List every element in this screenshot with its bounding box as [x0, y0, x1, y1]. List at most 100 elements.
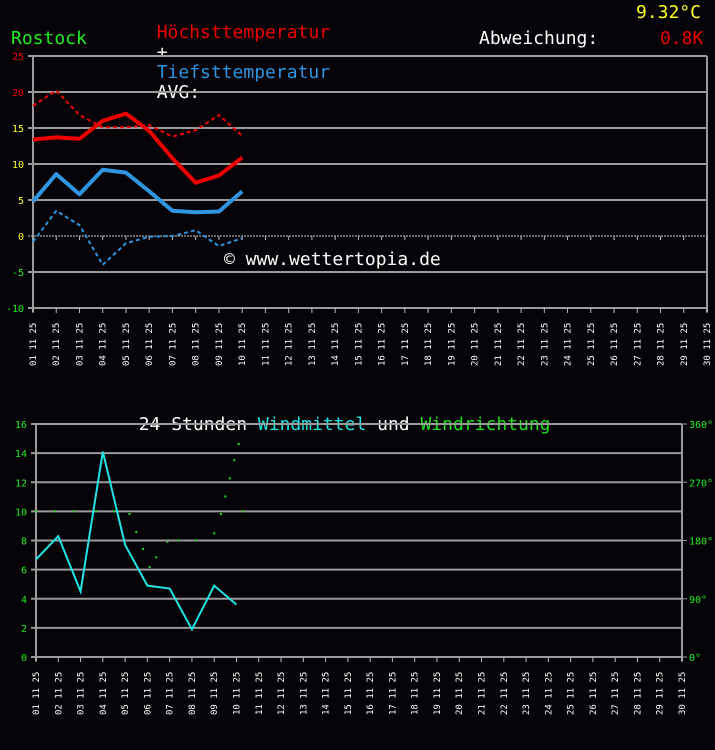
y-tick-label: 10	[15, 507, 27, 518]
x-tick-label: 22 11 25	[517, 323, 527, 366]
x-tick-label: 28 11 25	[657, 323, 667, 366]
y-tick-label: -10	[6, 304, 24, 315]
x-tick-label: 24 11 25	[544, 672, 554, 715]
y-tick-label: 20	[12, 88, 24, 99]
x-tick-label: 25 11 25	[567, 672, 577, 715]
y-tick-label: 6	[21, 566, 27, 577]
right-tick-label: 360°	[689, 420, 713, 431]
y-tick-label: 4	[21, 595, 27, 606]
x-tick-label: 16 11 25	[378, 323, 388, 366]
wind-speed-line	[35, 451, 238, 632]
x-tick-label: 18 11 25	[424, 323, 434, 366]
x-tick-label: 14 11 25	[322, 672, 332, 715]
x-tick-label: 13 11 25	[299, 672, 309, 715]
y-tick-label: 12	[15, 478, 27, 489]
x-tick-label: 15 11 25	[354, 323, 364, 366]
wind-direction-dot	[155, 556, 158, 559]
x-tick-label: 05 11 25	[121, 672, 131, 715]
x-tick-label: 06 11 25	[145, 323, 155, 366]
x-tick-label: 12 11 25	[277, 672, 287, 715]
x-tick-label: 02 11 25	[54, 672, 64, 715]
x-tick-label: 02 11 25	[52, 323, 62, 366]
x-tick-label: 11 11 25	[261, 323, 271, 366]
temperature-chart: 25 20 15 10 5 0 -5 -10 01 11 25 02 11 25 03 11 25 0…	[6, 52, 713, 366]
x-tick-label: 17 11 25	[388, 672, 398, 715]
avg-value: 9.32°C	[636, 2, 702, 23]
x-tick-label: 10 11 25	[232, 672, 242, 715]
wind-direction-dot	[135, 531, 138, 534]
wind-direction-dot	[242, 510, 245, 513]
x-tick-label: 14 11 25	[331, 323, 341, 366]
right-tick-label: 270°	[689, 478, 713, 489]
x-tick-label: 23 11 25	[540, 323, 550, 366]
wind-direction-dot	[148, 566, 151, 569]
x-tick-label: 09 11 25	[210, 672, 220, 715]
x-tick-label: 01 11 25	[32, 672, 42, 715]
x-tick-label: 19 11 25	[433, 672, 443, 715]
x-tick-label: 03 11 25	[75, 323, 85, 366]
x-tick-label: 25 11 25	[587, 323, 597, 366]
x-tick-label: 04 11 25	[99, 672, 109, 715]
series-line	[32, 111, 244, 185]
y-tick-label: 14	[15, 449, 27, 460]
x-tick-label: 01 11 25	[29, 323, 39, 366]
x-tick-label: 21 11 25	[478, 672, 488, 715]
x-tick-label: 28 11 25	[633, 672, 643, 715]
x-tick-label: 07 11 25	[166, 672, 176, 715]
wind-direction-dot	[141, 547, 144, 550]
x-tick-label: 08 11 25	[192, 323, 202, 366]
x-tick-label: 20 11 25	[471, 323, 481, 366]
x-tick-label: 18 11 25	[411, 672, 421, 715]
wind-direction-dot	[177, 539, 180, 542]
x-tick-label: 12 11 25	[285, 323, 295, 366]
wind-direction-dot	[219, 512, 222, 515]
x-tick-label: 08 11 25	[188, 672, 198, 715]
y-tick-label: 10	[12, 160, 24, 171]
x-tick-label: 26 11 25	[610, 323, 620, 366]
right-tick-label: 180°	[689, 537, 713, 548]
title-plus: +	[156, 42, 168, 63]
y-tick-label: 2	[21, 624, 27, 635]
x-tick-label: 09 11 25	[215, 323, 225, 366]
right-tick-label: 90°	[689, 595, 707, 606]
wind-direction-dot	[72, 510, 75, 513]
x-tick-label: 15 11 25	[344, 672, 354, 715]
wind-direction-dot	[53, 510, 56, 513]
y-tick-label: 0	[21, 653, 27, 664]
x-tick-label: 19 11 25	[447, 323, 457, 366]
x-tick-label: 04 11 25	[99, 323, 109, 366]
x-tick-label: 22 11 25	[500, 672, 510, 715]
deviation-label: Abweichung:	[479, 28, 599, 49]
x-tick-label: 16 11 25	[366, 672, 376, 715]
x-tick-label: 07 11 25	[168, 323, 178, 366]
x-tick-label: 17 11 25	[401, 323, 411, 366]
x-tick-label: 13 11 25	[308, 323, 318, 366]
wind-direction-dot	[35, 510, 37, 513]
x-tick-label: 24 11 25	[564, 323, 574, 366]
y-tick-label: 8	[21, 537, 27, 548]
x-tick-label: 27 11 25	[611, 672, 621, 715]
wind-direction-dot	[95, 510, 98, 513]
x-tick-label: 29 11 25	[680, 323, 690, 366]
x-tick-label: 21 11 25	[494, 323, 504, 366]
x-tick-label: 05 11 25	[122, 323, 132, 366]
y-tick-label: 25	[12, 52, 24, 63]
series-mean-line	[32, 89, 243, 138]
wind-direction-dot	[228, 477, 231, 480]
series-line	[31, 167, 244, 215]
wind-direction-dot	[237, 443, 240, 446]
wind-direction-dot	[195, 539, 198, 542]
station-name: Rostock	[11, 28, 87, 49]
x-tick-label: 29 11 25	[656, 672, 666, 715]
wind-direction-dot	[112, 510, 115, 513]
watermark: © www.wettertopia.de	[224, 249, 441, 270]
wind-direction-dot	[166, 540, 169, 543]
x-tick-label: 10 11 25	[238, 323, 248, 366]
deviation-value: 0.8K	[660, 28, 704, 49]
series-mean-line	[32, 209, 243, 266]
x-tick-label: 03 11 25	[77, 672, 87, 715]
x-tick-label: 27 11 25	[633, 323, 643, 366]
y-tick-label: 5	[18, 196, 24, 207]
wind-direction-dot	[233, 459, 236, 462]
x-tick-label: 30 11 25	[678, 672, 688, 715]
